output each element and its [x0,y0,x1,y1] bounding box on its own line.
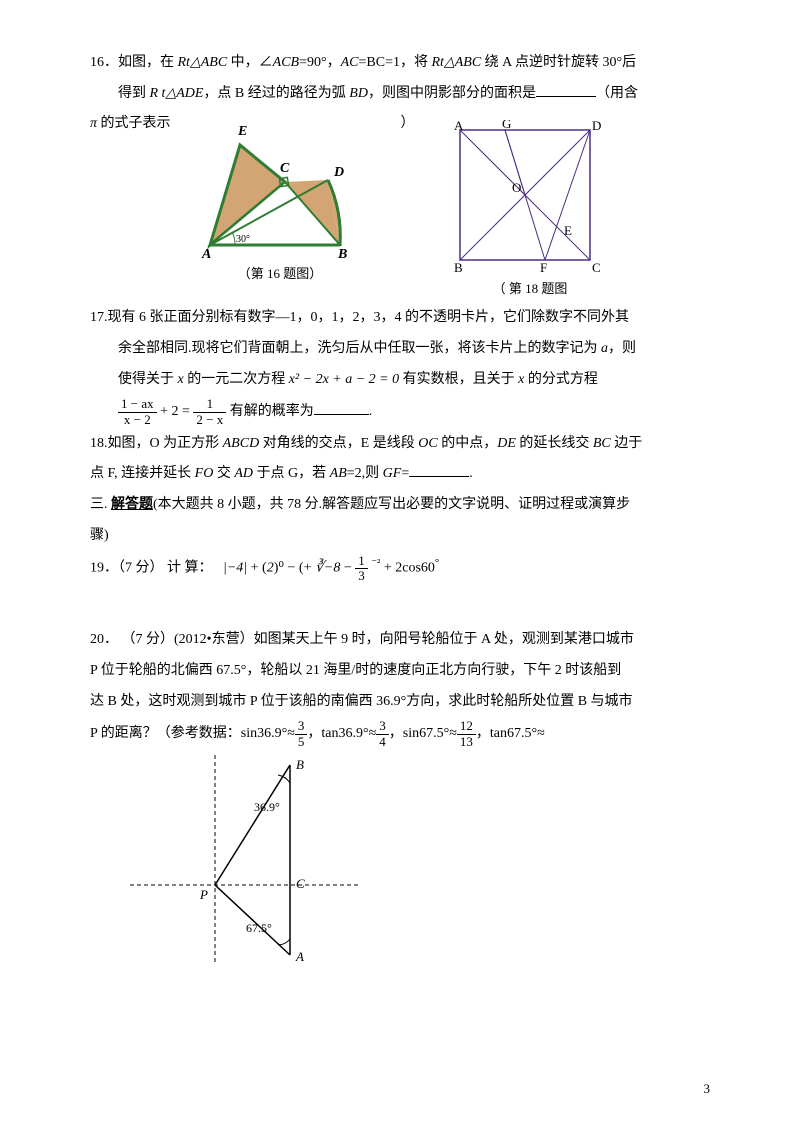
fig18-wrap: A G D B F C O E （ 第 18 题图 [440,120,620,302]
svg-text:C: C [592,260,601,275]
page: 16．如图，在 Rt△ABC 中，∠ACB=90°，AC=BC=1，将 Rt△A… [0,0,800,1132]
q20-l4: P 的距离？（参考数据：sin36.9°≈35，tan36.9°≈34，sin6… [90,719,710,749]
fig16-caption: （第 16 题图） [180,262,380,287]
q16-line3: π 的式子表示 [90,111,171,138]
svg-text:C: C [296,876,305,891]
q16-line1: 16．如图，在 Rt△ABC 中，∠ACB=90°，AC=BC=1，将 Rt△A… [90,50,710,77]
q17-l1: 17.现有 6 张正面分别标有数字—1，0，1，2，3，4 的不透明卡片，它们除… [90,305,710,332]
svg-text:O: O [512,180,521,195]
svg-text:B: B [296,757,304,772]
svg-text:D: D [592,120,601,133]
figures-row: E C D A B 30° （第 16 题图） A G D B F C O E … [90,120,710,302]
q20-l3: 达 B 处，这时观测到城市 P 位于该船的南偏西 36.9°方向，求此时轮船所处… [90,689,710,716]
svg-text:36.9°: 36.9° [254,800,280,814]
svg-text:G: G [502,120,511,131]
svg-text:A: A [454,120,464,133]
fig18-svg: A G D B F C O E [440,120,620,275]
q20-l1: 20． （7 分）(2012•东营）如图某天上午 9 时，向阳号轮船位于 A 处… [90,627,710,654]
q17-l3: 使得关于 x 的一元二次方程 x² − 2x + a − 2 = 0 有实数根，… [118,367,710,394]
q17-l4: 1 − axx − 2 + 2 = 12 − x 有解的概率为. [118,397,710,427]
fig16-svg: E C D A B 30° [180,120,380,260]
blank [536,82,596,97]
svg-text:E: E [564,223,572,238]
q16-line2: 得到 R t△ADE，点 B 经过的路径为弧 BD，则图中阴影部分的面积是（用含 [118,81,710,108]
sec3: 三. 解答题(本大题共 8 小题，共 78 分.解答题应写出必要的文字说明、证明… [90,492,710,519]
svg-text:A: A [295,949,304,964]
svg-text:B: B [454,260,463,275]
svg-text:E: E [237,124,247,139]
svg-text:67.5°: 67.5° [246,921,272,935]
q17-l2: 余全部相同.现将它们背面朝上，洗匀后从中任取一张，将该卡片上的数字记为 a，则 [118,336,710,363]
q20-l2: P 位于轮船的北偏西 67.5°，轮船以 21 海里/时的速度向正北方向行驶，下… [90,658,710,685]
q18-l1: 18.如图，O 为正方形 ABCD 对角线的交点，E 是线段 OC 的中点，DE… [90,431,710,458]
svg-text:P: P [199,887,208,902]
fig20-svg: B 36.9° C P 67.5° A [130,755,360,965]
q19: 19．（7 分） 计 算： |−4| + (2)⁰ − (+ ∛−8 − 13 … [90,553,710,583]
svg-text:D: D [333,165,344,180]
svg-text:B: B [337,247,347,260]
fig16-wrap: E C D A B 30° （第 16 题图） [180,120,380,302]
sec3b: 骤) [90,523,710,550]
page-number: 3 [704,1077,711,1102]
svg-text:30°: 30° [236,234,250,245]
q18-l2: 点 F, 连接并延长 FO 交 AD 于点 G，若 AB=2,则 GF=. [90,461,710,488]
svg-text:A: A [201,247,211,260]
svg-text:C: C [280,161,290,176]
fig18-caption: （ 第 18 题图 [440,277,620,302]
svg-text:F: F [540,260,547,275]
